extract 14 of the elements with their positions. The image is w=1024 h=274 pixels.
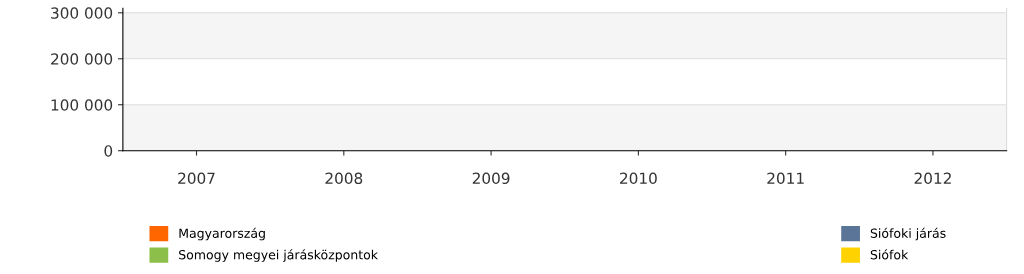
legend-label: Somogy megyei járásközpontok bbox=[179, 249, 378, 262]
legend-label: Siófoki járás bbox=[870, 227, 946, 241]
y-tick-label: 200 000 bbox=[51, 53, 113, 65]
x-tick-label: 2007 bbox=[178, 172, 215, 185]
x-tick-label: 2012 bbox=[914, 172, 951, 185]
x-tick-label: 2011 bbox=[767, 172, 804, 185]
y-tick-label: 300 000 bbox=[51, 7, 113, 19]
legend-label: Siófok bbox=[870, 249, 909, 260]
x-tick-label: 2008 bbox=[325, 172, 363, 185]
x-tick-label: 2010 bbox=[620, 172, 657, 185]
x-tick-label: 2009 bbox=[472, 172, 510, 185]
legend-label: Magyarország bbox=[179, 227, 265, 241]
y-tick-label: 0 bbox=[104, 145, 113, 157]
y-tick-label: 100 000 bbox=[51, 99, 113, 111]
